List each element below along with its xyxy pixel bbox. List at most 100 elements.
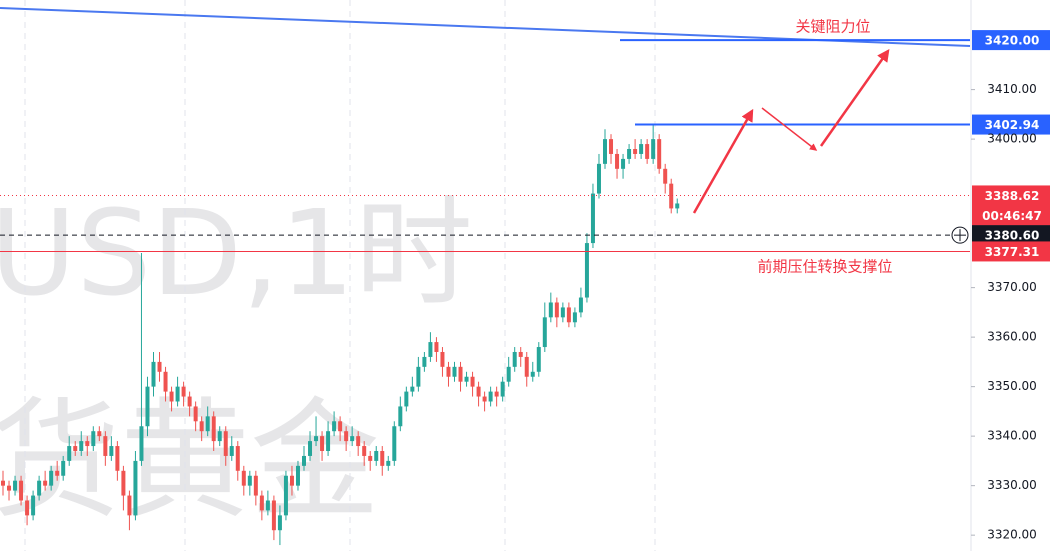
candle-body bbox=[518, 351, 523, 357]
candle-body bbox=[31, 495, 36, 516]
candle-body bbox=[79, 441, 84, 451]
candle-body bbox=[139, 426, 144, 461]
candle-body bbox=[320, 436, 325, 451]
candle-body bbox=[584, 243, 589, 298]
candle-body bbox=[536, 347, 541, 372]
annotation: 关键阻力位 bbox=[795, 18, 870, 36]
candle-body bbox=[67, 446, 72, 461]
candle-body bbox=[633, 149, 638, 154]
candle-body bbox=[271, 500, 276, 531]
candle-body bbox=[109, 446, 114, 456]
annotation: 前期压住转换支撑位 bbox=[757, 258, 892, 276]
candle-body bbox=[512, 351, 517, 367]
candle-body bbox=[277, 515, 282, 531]
price-label: 3402.94 bbox=[985, 118, 1040, 132]
candle-body bbox=[338, 421, 343, 432]
candle-body bbox=[253, 475, 258, 496]
price-label-box bbox=[972, 225, 1050, 246]
candle-body bbox=[344, 431, 349, 442]
candle-body bbox=[404, 391, 409, 407]
candle-body bbox=[386, 460, 391, 466]
candle-body bbox=[217, 431, 222, 442]
candle-body bbox=[308, 441, 313, 456]
price-label-box bbox=[972, 185, 1050, 226]
candle-body bbox=[85, 441, 90, 447]
y-tick-label: 3410.00 bbox=[987, 82, 1037, 96]
candle-body bbox=[332, 421, 337, 432]
candle-body bbox=[193, 406, 198, 422]
time-grid bbox=[24, 0, 656, 551]
candle-body bbox=[446, 366, 451, 377]
candle-body bbox=[416, 366, 421, 387]
y-tick-label: 3350.00 bbox=[987, 379, 1037, 393]
price-label: 3388.62 bbox=[985, 189, 1040, 203]
candle-body bbox=[651, 139, 656, 159]
candle-body bbox=[554, 302, 559, 318]
candle-body bbox=[223, 431, 228, 456]
candle-body bbox=[452, 366, 457, 377]
candle-body bbox=[73, 446, 78, 451]
candle-body bbox=[295, 465, 300, 486]
candle-body bbox=[259, 495, 264, 511]
price-label-box bbox=[972, 30, 1050, 51]
candle-body bbox=[169, 391, 174, 402]
price-label: 3420.00 bbox=[985, 34, 1040, 48]
candle-body bbox=[374, 450, 379, 461]
candle-body bbox=[410, 386, 415, 392]
candle-body bbox=[380, 450, 385, 466]
candle-body bbox=[326, 431, 331, 451]
candle-body bbox=[615, 153, 620, 169]
candle-body bbox=[464, 376, 469, 382]
candle-body bbox=[61, 460, 66, 476]
price-label-box bbox=[972, 241, 1050, 262]
candle-body bbox=[627, 149, 632, 159]
candle-body bbox=[440, 351, 445, 367]
candle-body bbox=[675, 203, 680, 209]
candle-body bbox=[458, 366, 463, 382]
candle-body bbox=[19, 480, 24, 501]
candle-body bbox=[572, 312, 577, 323]
candle-body bbox=[25, 500, 30, 516]
candle-body bbox=[398, 406, 403, 427]
watermark-text: USD,1时 bbox=[0, 184, 473, 322]
y-tick-label: 3360.00 bbox=[987, 330, 1037, 344]
y-tick-label: 3330.00 bbox=[987, 478, 1037, 492]
candle-body bbox=[181, 386, 186, 397]
arrow bbox=[692, 108, 754, 214]
candle-body bbox=[13, 480, 18, 491]
candle-body bbox=[645, 144, 650, 159]
candle-body bbox=[121, 470, 126, 496]
candle-body bbox=[506, 366, 511, 382]
candle-body bbox=[37, 480, 42, 496]
candle-body bbox=[560, 307, 565, 318]
candle-body bbox=[530, 371, 535, 377]
candle-body bbox=[91, 431, 96, 447]
candle-body bbox=[524, 356, 529, 377]
candle-body bbox=[289, 475, 294, 486]
price-label-box bbox=[972, 114, 1050, 135]
candle-body bbox=[603, 139, 607, 164]
candle-body bbox=[669, 183, 674, 209]
candle-body bbox=[639, 144, 644, 154]
candle-body bbox=[350, 436, 355, 442]
candle-body bbox=[428, 342, 433, 357]
price-label: 3377.31 bbox=[985, 245, 1040, 259]
candle-body bbox=[566, 307, 571, 323]
candle-body bbox=[362, 446, 367, 456]
candle-body bbox=[229, 446, 234, 456]
candle-body bbox=[1, 480, 5, 486]
candle-body bbox=[235, 446, 240, 471]
candle-body bbox=[609, 139, 614, 154]
candle-body bbox=[314, 436, 319, 442]
candle-body bbox=[368, 455, 373, 461]
price-axis: 3420.00 3402.94 3388.62 00:46:47 3380.60 3377… bbox=[971, 30, 1050, 542]
arrow bbox=[819, 48, 890, 147]
candle-body bbox=[103, 436, 108, 456]
candle-body bbox=[133, 460, 138, 516]
candle-body bbox=[494, 391, 499, 397]
candle-body bbox=[157, 361, 162, 372]
candle-body bbox=[175, 386, 180, 402]
candle-body bbox=[283, 475, 288, 516]
candle-body bbox=[434, 342, 439, 352]
